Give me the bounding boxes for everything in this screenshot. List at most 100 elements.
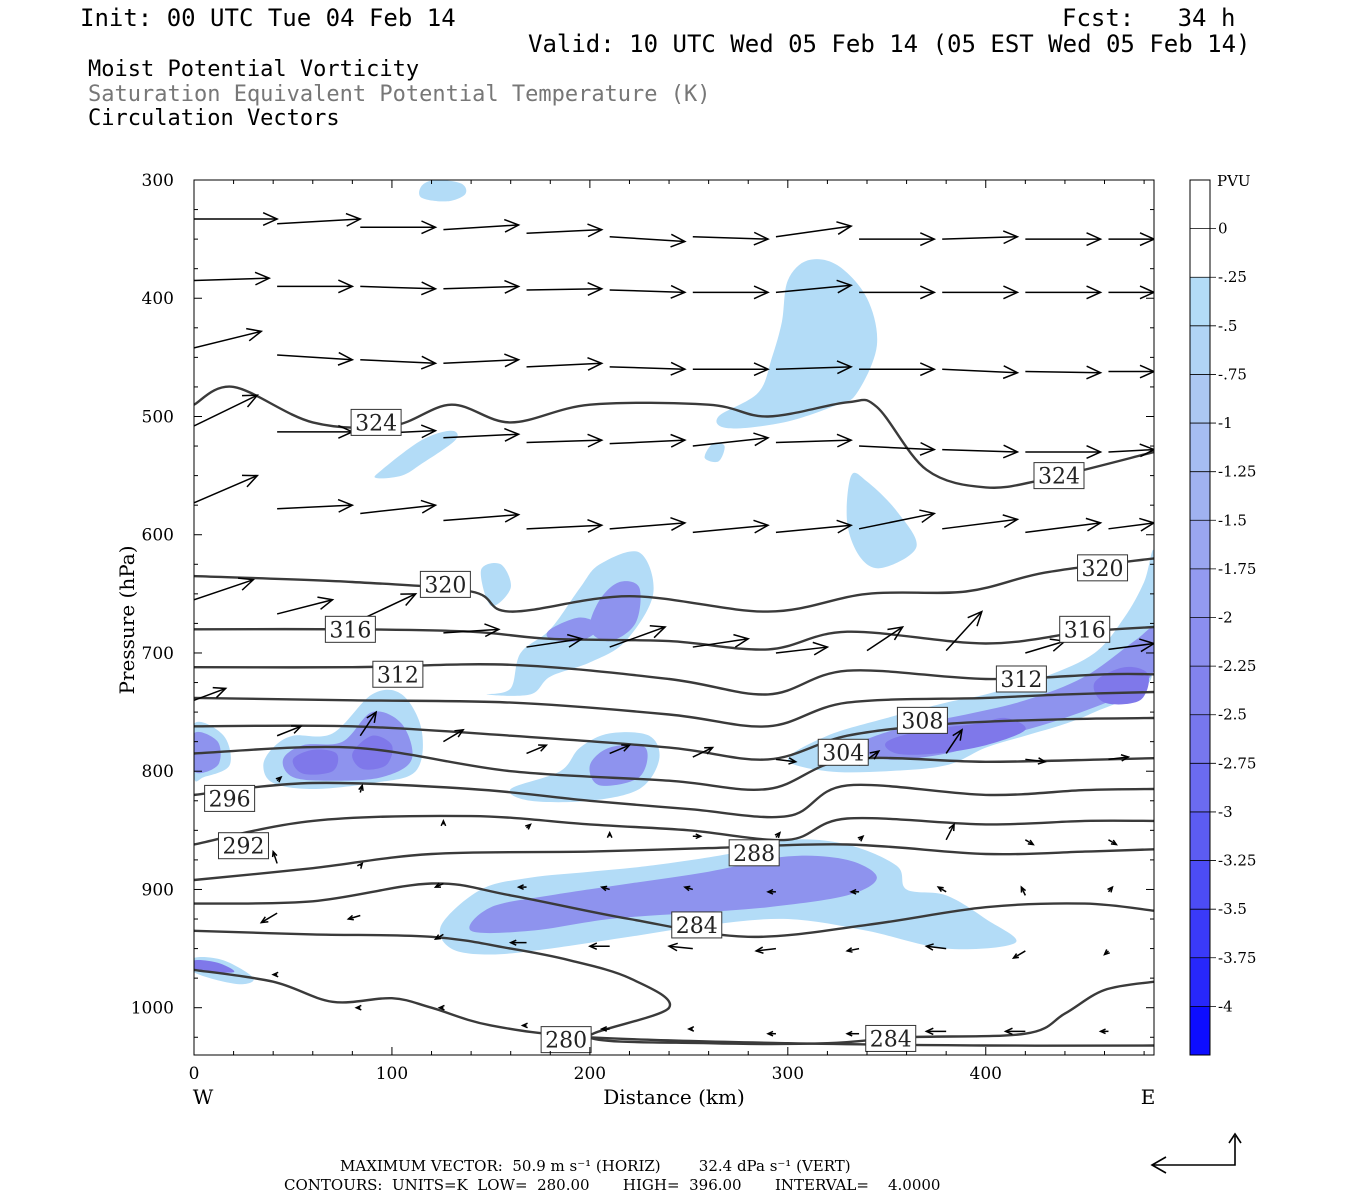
theta-contour-line <box>194 929 1154 1046</box>
contour-label: 304 <box>817 738 869 766</box>
circulation-vector <box>775 279 853 294</box>
circulation-vector <box>775 221 853 238</box>
axes: 300 400 500 600 700 800 900 1000 0 100 200 300 400 <box>131 171 1154 1084</box>
circulation-vector <box>775 757 798 765</box>
west-label: W <box>193 1085 214 1109</box>
y-tick-label: 300 <box>142 171 174 191</box>
colorbar-swatch <box>1190 860 1210 910</box>
contour-label-text: 284 <box>870 1027 912 1052</box>
circulation-vector <box>259 912 278 924</box>
circulation-vector <box>609 233 687 248</box>
mpv-region <box>374 430 458 479</box>
circulation-vector <box>508 939 527 946</box>
forecast-hour: Fcst: 34 h <box>1062 4 1236 32</box>
circulation-vector <box>360 355 438 370</box>
circulation-vector <box>443 353 521 368</box>
circulation-vector <box>609 284 687 299</box>
field-title-mpv: Moist Potential Vorticity <box>88 57 420 82</box>
circulation-vector <box>1025 365 1103 380</box>
max-vector-text: MAXIMUM VECTOR: 50.9 m s⁻¹ (HORIZ) 32.4 … <box>340 1157 851 1175</box>
contour-label-text: 320 <box>424 573 466 598</box>
circulation-vector <box>1108 638 1154 653</box>
circulation-vector <box>1098 1028 1109 1035</box>
contour-label-text: 316 <box>329 618 371 643</box>
y-tick-label: 600 <box>142 526 174 546</box>
contour-label-box <box>419 570 471 598</box>
theta-contour-line <box>194 625 1154 651</box>
circulation-vector <box>859 362 937 377</box>
colorbar-swatch <box>1190 277 1210 327</box>
circulation-vector <box>1011 950 1026 959</box>
circulation-vector <box>526 282 604 296</box>
circulation-vector <box>692 362 770 377</box>
x-tick-label: 0 <box>189 1064 200 1084</box>
mpv-region <box>469 855 877 934</box>
x-tick-label: 300 <box>772 1064 804 1084</box>
colorbar-level-label: -1.5 <box>1218 511 1247 529</box>
circulation-vector <box>942 514 1020 530</box>
colorbar-level-label: -2.5 <box>1218 706 1247 724</box>
init-time: Init: 00 UTC Tue 04 Feb 14 <box>80 4 456 32</box>
circulation-vector <box>433 882 444 888</box>
colorbar-swatch <box>1190 763 1210 813</box>
circulation-vector <box>194 474 260 504</box>
circulation-vector <box>276 725 303 737</box>
circulation-vector <box>1024 839 1035 846</box>
circulation-vector <box>277 351 355 366</box>
colorbar-level-label: -3.5 <box>1218 900 1247 918</box>
circulation-vector <box>609 625 667 648</box>
x-tick-label: 200 <box>574 1064 606 1084</box>
circulation-vector <box>194 271 272 286</box>
colorbar-swatch <box>1190 423 1210 473</box>
colorbar-level-label: -4 <box>1218 997 1233 1015</box>
contour-label: 320 <box>1077 554 1129 582</box>
circulation-vector <box>358 783 364 793</box>
circulation-vector <box>1108 754 1131 762</box>
circulation-vector <box>924 1027 947 1036</box>
colorbar-swatch <box>1190 568 1210 618</box>
contour-label-text: 292 <box>222 835 264 860</box>
circulation-vector <box>360 499 438 515</box>
contour-label-text: 280 <box>545 1029 587 1054</box>
circulation-vector <box>1025 517 1103 534</box>
field-title-vectors: Circulation Vectors <box>88 106 340 131</box>
circulation-vector <box>526 633 584 648</box>
plot-frame <box>193 179 1155 1056</box>
circulation-vector <box>845 947 860 953</box>
circulation-vector <box>440 819 447 827</box>
colorbar-swatch <box>1190 811 1210 862</box>
colorbar-level-label: -.75 <box>1218 365 1247 383</box>
y-tick-label: 900 <box>142 880 174 900</box>
y-tick-label: 500 <box>142 407 174 427</box>
circulation-vector <box>599 1026 610 1032</box>
circulation-vector <box>692 231 770 246</box>
circulation-vector <box>1108 517 1154 532</box>
colorbar-level-label: -.25 <box>1218 268 1247 286</box>
x-axis-label: Distance (km) <box>603 1085 745 1109</box>
circulation-vector <box>609 361 687 376</box>
contour-label-box <box>865 1024 917 1052</box>
mpv-region <box>885 717 1026 755</box>
circulation-vector <box>845 1030 860 1037</box>
mpv-region <box>352 735 393 770</box>
circulation-vector <box>1025 285 1103 300</box>
circulation-vector <box>1025 232 1103 247</box>
circulation-vector <box>945 822 955 841</box>
colorbar-level-label: -2 <box>1218 609 1233 627</box>
circulation-vector <box>1108 232 1154 247</box>
contour-label-box <box>728 839 780 867</box>
circulation-vector <box>271 971 279 978</box>
circulation-vector <box>1025 757 1047 765</box>
contour-label: 312 <box>995 665 1047 693</box>
contour-label-text: 288 <box>733 842 775 867</box>
theta-contour-line <box>194 716 1154 761</box>
mpv-region <box>194 959 235 973</box>
circulation-vector <box>1020 885 1027 896</box>
contour-label: 316 <box>324 615 376 643</box>
circulation-vector <box>687 1026 695 1032</box>
circulation-vector <box>774 831 782 839</box>
reference-vector-icon <box>1150 1132 1242 1174</box>
circulation-vector <box>692 633 751 648</box>
circulation-vector <box>1003 1027 1026 1036</box>
